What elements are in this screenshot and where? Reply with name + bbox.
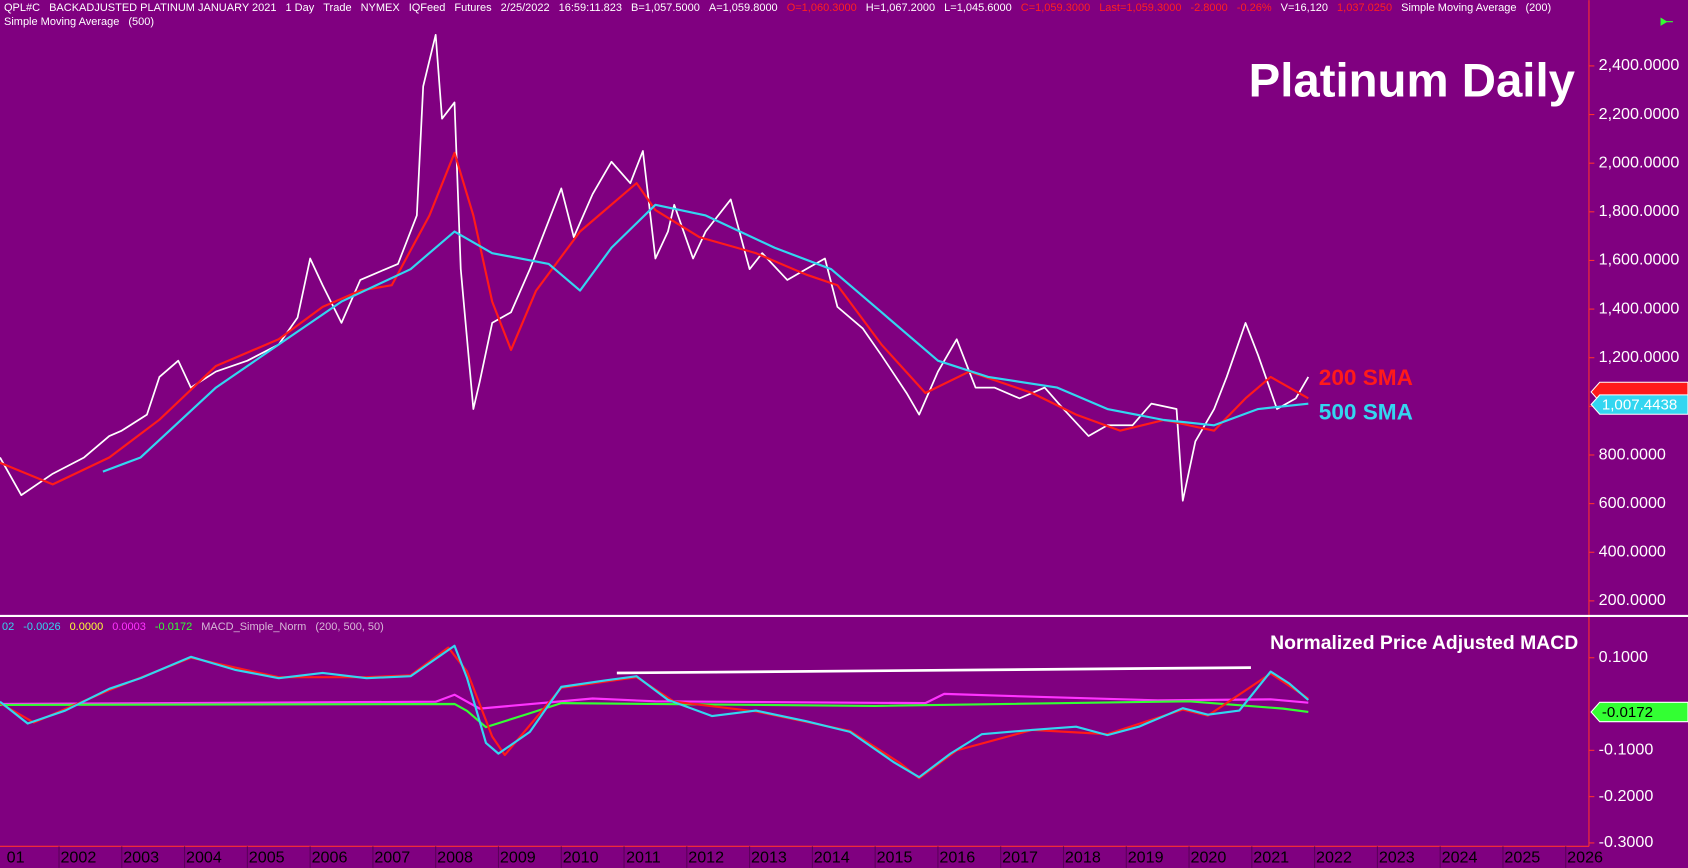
- series-line: [0, 692, 1309, 710]
- toolbar-item: Futures: [454, 2, 492, 14]
- y-tick-label: 200.0000: [1599, 591, 1666, 609]
- y-tick-label: 0.1000: [1599, 648, 1648, 666]
- x-tick-label: 2004: [186, 848, 222, 866]
- toolbar-item: (200): [1525, 2, 1552, 14]
- y-tick-label: 1,800.0000: [1599, 202, 1680, 220]
- series-line: [0, 151, 1309, 486]
- y-tick-label: -0.2000: [1599, 787, 1654, 805]
- readout-item: 02: [2, 621, 15, 634]
- x-tick-label: 2014: [814, 848, 850, 866]
- x-tick-label: 2007: [374, 848, 410, 866]
- toolbar-row: Simple Moving Average (500): [4, 16, 154, 28]
- readout-item: -0.0026: [23, 621, 61, 634]
- toolbar-item: -2.8000: [1190, 2, 1228, 14]
- y-tick-label: 2,200.0000: [1599, 105, 1680, 123]
- toolbar-item: B=1,057.5000: [631, 2, 700, 14]
- y-tick-label: 600.0000: [1599, 494, 1666, 512]
- series-label: 200 SMA: [1319, 365, 1413, 390]
- readout-item: 0.0003: [112, 621, 146, 634]
- x-tick-label: 2006: [312, 848, 348, 866]
- y-tick-label: -0.1000: [1599, 741, 1654, 759]
- x-tick-label: 2026: [1567, 848, 1603, 866]
- y-tick-label: 2,400.0000: [1599, 56, 1680, 74]
- x-tick-label: 2013: [751, 848, 787, 866]
- series-label: 500 SMA: [1319, 400, 1413, 425]
- x-tick-label: 2020: [1190, 848, 1226, 866]
- x-tick-label: 2018: [1065, 848, 1101, 866]
- toolbar-item: (500): [128, 16, 155, 28]
- x-tick-label: 2002: [60, 848, 96, 866]
- readout-item: (200, 500, 50): [315, 621, 384, 634]
- trend-line: [616, 666, 1251, 675]
- toolbar-item: L=1,045.6000: [944, 2, 1012, 14]
- x-tick-label: 2019: [1128, 848, 1164, 866]
- x-tick-label: 2005: [249, 848, 285, 866]
- toolbar-item: 16:59:11.823: [558, 2, 623, 14]
- readout-item: 0.0000: [69, 621, 104, 634]
- toolbar-item: H=1,067.2000: [865, 2, 936, 14]
- toolbar-item: V=16,120: [1280, 2, 1329, 14]
- toolbar-item: 1,037.0250: [1337, 2, 1393, 14]
- x-tick-label: 01: [7, 848, 25, 866]
- toolbar-item: C=1,059.3000: [1020, 2, 1091, 14]
- y-tick-label: 1,200.0000: [1599, 348, 1680, 366]
- series-line: [0, 644, 1310, 779]
- indicator-readout: 02 -0.0026 0.0000 0.0003 -0.0172 MACD_Simple_…: [2, 621, 384, 633]
- x-tick-label: 2012: [688, 848, 724, 866]
- scroll-icon[interactable]: [1660, 17, 1673, 26]
- toolbar-item: -0.26%: [1236, 2, 1272, 14]
- x-tick-label: 2010: [563, 848, 599, 866]
- toolbar-item: 1 Day: [285, 2, 315, 14]
- toolbar-item: IQFeed: [408, 2, 446, 14]
- x-tick-label: 2021: [1253, 848, 1289, 866]
- x-tick-label: 2016: [939, 848, 975, 866]
- y-tick-label: 1,600.0000: [1599, 251, 1680, 269]
- y-tick-label: 800.0000: [1599, 445, 1666, 463]
- y-tick-label: 400.0000: [1599, 543, 1666, 561]
- toolbar-item: QPL#C: [4, 2, 41, 14]
- x-tick-label: 2003: [123, 848, 159, 866]
- toolbar-item: Trade: [323, 2, 352, 14]
- macd-panel: 0.1000 -0.1000 -0.2000 -0.3000 01 2002 2003 200…: [0, 644, 1688, 868]
- chart-title: Platinum Daily: [1249, 55, 1576, 108]
- readout-item: MACD_Simple_Norm: [201, 621, 307, 634]
- x-tick-label: 2023: [1379, 848, 1415, 866]
- price-marker-label: -0.0172: [1602, 704, 1653, 721]
- y-tick-label: -0.3000: [1599, 833, 1654, 851]
- toolbar-item: Simple Moving Average: [4, 16, 120, 28]
- x-tick-label: 2024: [1442, 848, 1478, 866]
- x-tick-label: 2009: [500, 848, 536, 866]
- toolbar: QPL#C BACKADJUSTED PLATINUM JANUARY 2021 1…: [4, 2, 1551, 14]
- toolbar-item: Simple Moving Average: [1401, 2, 1517, 14]
- y-tick-label: 2,000.0000: [1599, 153, 1680, 171]
- readout-item: -0.0172: [154, 621, 193, 634]
- macd-title: Normalized Price Adjusted MACD: [1270, 632, 1578, 654]
- y-tick-label: 1,400.0000: [1599, 299, 1680, 317]
- x-tick-label: 2022: [1316, 848, 1352, 866]
- toolbar-item: A=1,059.8000: [708, 2, 778, 14]
- x-tick-label: 2025: [1504, 848, 1540, 866]
- price-panel: 2,400.0000 2,200.0000 2,000.0000 1,800.0000…: [0, 33, 1688, 609]
- x-tick-label: 2008: [437, 848, 473, 866]
- x-tick-label: 2011: [626, 848, 661, 866]
- toolbar-item: 2/25/2022: [500, 2, 550, 14]
- toolbar-item: O=1,060.3000: [786, 2, 857, 14]
- x-tick-label: 2015: [877, 848, 913, 866]
- toolbar-item: NYMEX: [360, 2, 400, 14]
- x-tick-label: 2017: [1002, 848, 1038, 866]
- toolbar-item: BACKADJUSTED PLATINUM JANUARY 2021: [49, 2, 277, 14]
- toolbar-item: Last=1,059.3000: [1099, 2, 1182, 14]
- series-line: [102, 203, 1309, 473]
- price-marker-label: 1,007.4438: [1602, 397, 1677, 414]
